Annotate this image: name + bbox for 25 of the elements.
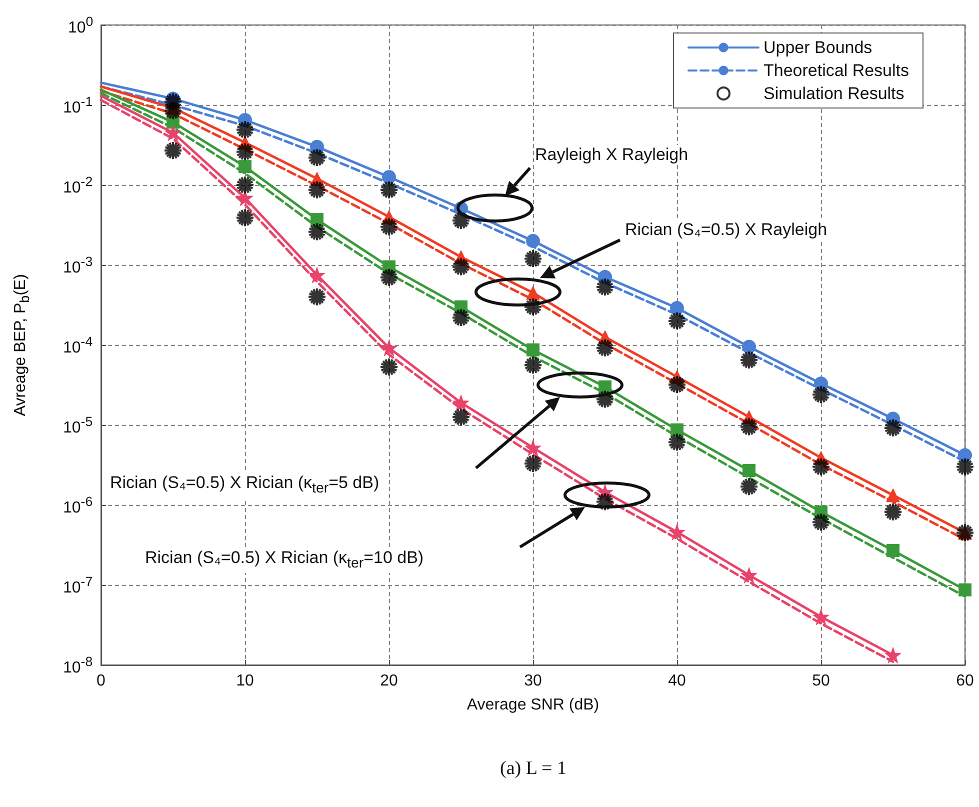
legend-label: Theoretical Results: [763, 61, 910, 80]
x-tick-label: 30: [524, 672, 542, 690]
y-tick-label: 10$^{-3}$: [63, 253, 93, 278]
x-tick-label: 0: [96, 672, 106, 690]
x-tick-label: 40: [668, 672, 686, 690]
y-tick-label: 10$^{0}$: [68, 13, 94, 38]
y-tick-label: 10$^{-1}$: [63, 93, 93, 118]
x-tick-label: 60: [956, 672, 974, 690]
x-tick-label: 50: [812, 672, 830, 690]
y-tick-label: 10$^{-6}$: [63, 493, 93, 518]
x-tick-label: 20: [380, 672, 398, 690]
annotation: Rician (S₄=0.5) X Rayleigh: [625, 220, 828, 240]
x-axis-title: Average SNR (dB): [466, 696, 600, 714]
text: (a) L = 1: [500, 758, 566, 780]
y-tick-label: 10$^{-2}$: [63, 173, 93, 198]
legend-label: Upper Bounds: [763, 38, 872, 57]
legend-label: Simulation Results: [763, 84, 904, 103]
annotation: Rayleigh X Rayleigh: [535, 145, 688, 165]
y-tick-label: 10$^{-5}$: [63, 413, 93, 438]
x-tick-label: 10: [236, 672, 254, 690]
annotation: Rician (S₄=0.5) X Rician (κ$_{ter}$=5 dB): [110, 472, 380, 498]
y-tick-label: 10$^{-7}$: [63, 573, 93, 598]
annotation: Rician (S₄=0.5) X Rician (κ$_{ter}$=10 dB): [145, 548, 424, 573]
y-tick-label: 10$^{-4}$: [63, 333, 93, 358]
y-tick-label: 10$^{-8}$: [63, 653, 93, 678]
